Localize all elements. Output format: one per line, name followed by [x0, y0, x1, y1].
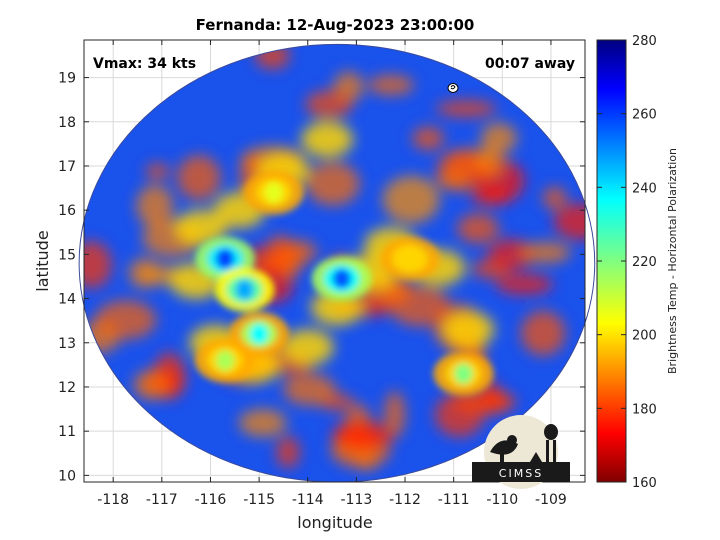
texture-blob: [476, 145, 504, 178]
texture-blob: [238, 408, 287, 437]
y-axis: 10 11 12 13 14 15 16 17 18 19: [58, 71, 585, 484]
texture-blob: [136, 184, 174, 228]
time-offset-annotation: 00:07 away: [485, 56, 575, 72]
y-tick-label: 10: [58, 468, 76, 484]
colorbar-ticks: 160 180 200 220 240 260 280: [597, 34, 657, 491]
microwave-swath: [84, 44, 585, 482]
storm-marker-icon: [447, 83, 459, 93]
y-tick-label: 11: [58, 424, 76, 440]
feature-eastern-band: [379, 236, 440, 281]
texture-blob: [368, 74, 414, 96]
feature-northern-band: [243, 170, 304, 215]
x-tick-label: -113: [340, 492, 372, 508]
texture-blob: [487, 238, 534, 270]
feature-western-band-middle: [214, 267, 275, 312]
cimss-logo: CIMSS: [472, 415, 570, 489]
texture-blob: [283, 373, 336, 406]
colorbar-tick-label: 260: [632, 108, 657, 123]
texture-blob: [384, 391, 406, 438]
band-halo: [174, 209, 227, 246]
texture-blob: [553, 203, 585, 240]
x-axis-label: longitude: [297, 513, 372, 532]
texture-blob: [457, 213, 500, 244]
axes-box: [83, 39, 586, 483]
texture-blob: [95, 300, 157, 340]
y-tick-label: 12: [58, 380, 76, 396]
texture-blob: [305, 90, 353, 119]
texture-blob: [305, 162, 360, 206]
texture-blob: [389, 285, 451, 327]
colorbar-tick-label: 200: [632, 329, 657, 344]
texture-blob: [133, 370, 169, 400]
texture-blob: [542, 186, 567, 210]
texture-blob: [437, 171, 468, 190]
colorbar-tick-label: 280: [632, 34, 657, 49]
texture-blob: [331, 421, 394, 450]
y-tick-label: 14: [58, 292, 76, 308]
colorbar-tick-label: 180: [632, 402, 657, 417]
y-tick-label: 15: [58, 247, 76, 263]
x-tick-label: -111: [438, 492, 470, 508]
texture-blob: [436, 100, 497, 117]
band-halo: [301, 121, 354, 158]
y-tick-label: 19: [58, 71, 76, 87]
texture-blob: [276, 436, 300, 469]
y-tick-label: 13: [58, 336, 76, 352]
x-tick-label: -117: [146, 492, 178, 508]
chart-title: Fernanda: 12-Aug-2023 23:00:00: [196, 16, 475, 34]
band-halo: [442, 311, 495, 348]
band-halo: [281, 329, 334, 366]
vmax-annotation: Vmax: 34 kts: [93, 56, 196, 72]
x-tick-label: -110: [486, 492, 518, 508]
logo-text: CIMSS: [499, 467, 543, 480]
y-tick-label: 16: [58, 203, 76, 219]
x-tick-label: -114: [292, 492, 324, 508]
x-tick-label: -116: [195, 492, 227, 508]
texture-blob: [520, 310, 566, 356]
x-tick-label: -118: [97, 492, 129, 508]
texture-blob: [471, 186, 511, 206]
x-tick-label: -112: [389, 492, 421, 508]
texture-blob: [145, 163, 170, 180]
y-tick-label: 18: [58, 115, 76, 131]
y-tick-label: 17: [58, 159, 76, 175]
texture-blob: [495, 273, 553, 295]
texture-blob: [177, 155, 221, 201]
colorbar-tick-label: 240: [632, 181, 657, 196]
texture-blob: [412, 126, 445, 151]
colorbar-tick-label: 160: [632, 476, 657, 491]
texture-blob: [520, 241, 571, 264]
x-tick-label: -115: [243, 492, 275, 508]
x-axis: -118 -117 -116 -115 -114 -113 -112 -111 -110 -109: [97, 40, 567, 508]
x-tick-label: -109: [535, 492, 567, 508]
colorbar-tick-label: 220: [632, 255, 657, 270]
colorbar-label: Brightness Temp - Horizontal Polarizatio…: [666, 148, 679, 374]
y-axis-label: latitude: [33, 230, 52, 291]
texture-blob: [84, 241, 112, 289]
feature-inner-core: [311, 256, 372, 301]
texture-blob: [451, 389, 515, 415]
feature-southeast-cell: [433, 351, 494, 396]
feature-southwest-band: [195, 338, 256, 383]
texture-blob: [266, 234, 294, 267]
texture-blob: [382, 175, 440, 224]
